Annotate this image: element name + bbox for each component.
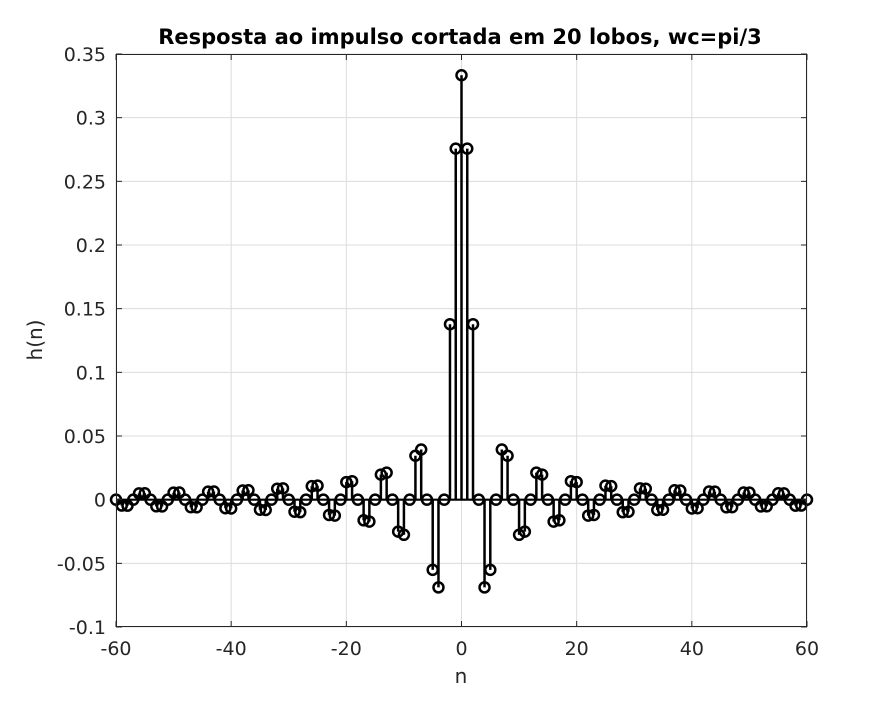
stem xyxy=(414,443,428,500)
y-tick-label: 0.3 xyxy=(76,108,106,130)
stem-marker xyxy=(478,581,491,594)
stem-marker xyxy=(570,475,583,489)
stem-marker xyxy=(518,525,532,538)
stem-marker xyxy=(207,485,221,498)
stem xyxy=(478,499,491,594)
y-axis-ticks: -0.1 -0.05 0 0.05 0.1 0.15 0.2 0.25 0.3 0.35 xyxy=(57,44,807,639)
stem xyxy=(466,317,480,500)
x-tick-label: 20 xyxy=(565,638,589,660)
stem xyxy=(432,499,445,594)
x-tick-label: 60 xyxy=(795,638,819,660)
stem xyxy=(484,499,497,577)
stem-marker xyxy=(547,515,560,528)
stem-marker xyxy=(702,485,716,498)
stem-marker xyxy=(461,142,474,155)
stem xyxy=(380,466,393,500)
stem-marker xyxy=(242,483,255,497)
chart-title: Resposta ao impulso cortada em 20 lobos,… xyxy=(158,25,762,49)
stem-series xyxy=(109,69,814,594)
y-axis-label: h(n) xyxy=(23,320,47,361)
stem-marker xyxy=(725,500,739,514)
y-tick-label: 0.1 xyxy=(76,362,106,384)
stem xyxy=(345,474,359,500)
stem-marker xyxy=(564,474,578,488)
y-tick-label: 0.05 xyxy=(64,426,106,448)
stem xyxy=(455,69,468,500)
x-axis-label: n xyxy=(455,664,468,688)
stem-marker xyxy=(674,484,687,497)
y-tick-label: 0.35 xyxy=(64,44,106,66)
y-tick-label: -0.05 xyxy=(57,553,106,575)
x-tick-label: -60 xyxy=(100,638,131,660)
stem xyxy=(570,475,583,500)
y-tick-label: 0.2 xyxy=(76,235,106,257)
stem-marker xyxy=(737,486,750,499)
stem-marker xyxy=(466,317,480,331)
stem-marker xyxy=(616,505,629,519)
stem-marker xyxy=(530,466,543,479)
stem-marker xyxy=(311,479,324,492)
x-tick-label: -40 xyxy=(216,638,247,660)
y-tick-label: 0.15 xyxy=(64,299,106,321)
stem xyxy=(363,499,376,528)
stem xyxy=(530,466,543,500)
stem-marker xyxy=(656,503,670,516)
stem xyxy=(501,449,514,500)
stem xyxy=(553,499,566,527)
stem xyxy=(397,499,411,542)
stem-marker xyxy=(771,487,785,500)
stem-marker xyxy=(754,500,768,513)
stem-marker xyxy=(789,499,802,512)
x-tick-label: 40 xyxy=(680,638,704,660)
y-tick-label: 0 xyxy=(94,490,106,512)
stem-marker xyxy=(651,503,664,517)
stem-marker xyxy=(599,479,612,492)
stem-marker xyxy=(397,528,411,542)
stem-marker xyxy=(484,563,497,577)
stem-marker xyxy=(685,502,699,515)
stem-marker xyxy=(535,468,549,481)
stem-marker xyxy=(328,509,342,522)
stem-marker xyxy=(363,515,376,528)
stem-marker xyxy=(259,503,272,517)
stem-marker xyxy=(668,483,681,497)
stem xyxy=(518,499,532,538)
stem-marker xyxy=(691,501,704,515)
y-tick-label: 0.25 xyxy=(64,171,106,193)
stem-marker xyxy=(224,502,238,515)
stem-marker xyxy=(587,508,601,522)
stem-marker xyxy=(380,466,393,479)
stem-marker xyxy=(622,505,635,519)
stem-marker xyxy=(276,482,290,495)
x-tick-label: 0 xyxy=(455,638,467,660)
stem-marker xyxy=(639,482,653,495)
stem-marker xyxy=(633,482,647,495)
stem-marker xyxy=(581,509,595,522)
stem xyxy=(328,499,342,522)
stem-marker xyxy=(455,69,468,82)
stem-marker xyxy=(190,501,203,514)
stem-marker xyxy=(432,581,445,594)
stem-marker xyxy=(708,485,722,498)
stem xyxy=(587,499,601,522)
stem xyxy=(535,468,549,500)
x-axis-ticks: -60 -40 -20 0 20 40 60 xyxy=(100,54,819,660)
y-tick-label: -0.1 xyxy=(69,617,106,639)
x-tick-label: -20 xyxy=(331,638,362,660)
stem-marker xyxy=(345,474,359,488)
stem-marker xyxy=(501,449,514,462)
stem-marker xyxy=(414,443,428,456)
stem-marker xyxy=(553,514,566,527)
stem-marker xyxy=(720,501,733,514)
stem-marker xyxy=(294,505,307,519)
stem-marker xyxy=(604,479,618,493)
